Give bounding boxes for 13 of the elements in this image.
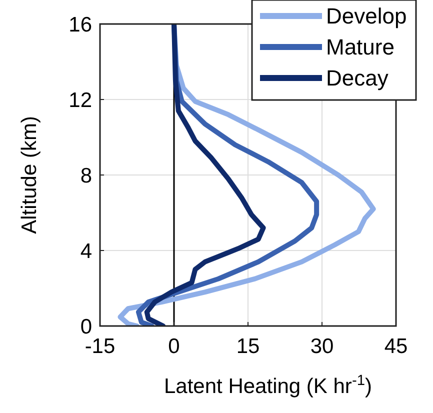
x-axis-title: Latent Heating (K hr$^{-1}$) — [164, 373, 372, 398]
x-tick-label: 0 — [168, 335, 180, 358]
y-tick-label: 16 — [68, 13, 92, 36]
legend-label: Mature — [326, 34, 394, 60]
legend-label: Develop — [326, 4, 407, 29]
x-tick-label: 15 — [236, 335, 260, 358]
x-tick-label: 30 — [310, 335, 334, 358]
y-axis-title: Altitude (km) — [18, 116, 41, 234]
x-tick-label: 45 — [384, 335, 408, 358]
legend-label: Decay — [326, 66, 388, 91]
y-tick-label: 8 — [80, 164, 92, 188]
y-tick-label: 12 — [68, 88, 92, 112]
y-tick-label: 4 — [80, 240, 92, 263]
